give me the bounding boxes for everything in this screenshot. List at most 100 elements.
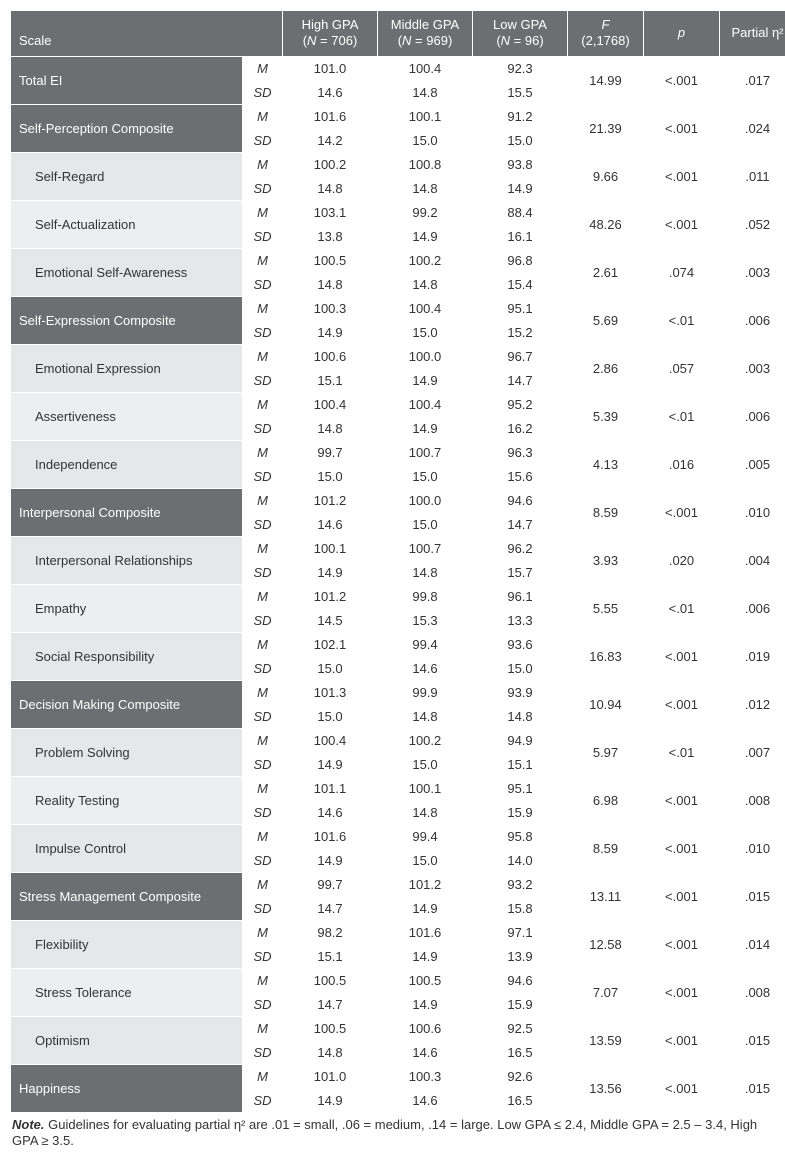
val-eta: .003	[720, 248, 785, 296]
table-row: Self-Expression CompositeM100.3100.495.1…	[11, 296, 785, 320]
val-high-m: 101.0	[283, 56, 378, 80]
val-low-m: 96.1	[473, 584, 568, 608]
table-row: Stress Management CompositeM99.7101.293.…	[11, 872, 785, 896]
val-high-sd: 14.2	[283, 128, 378, 152]
table-row: EmpathyM101.299.896.15.55<.01.006	[11, 584, 785, 608]
val-low-m: 93.6	[473, 632, 568, 656]
val-p: <.001	[644, 200, 720, 248]
stat-m: M	[243, 440, 283, 464]
header-f-bot: (2,1768)	[581, 33, 629, 48]
val-low-sd: 15.0	[473, 656, 568, 680]
scale-label: Emotional Expression	[11, 344, 243, 392]
table-row: Emotional ExpressionM100.6100.096.72.86.…	[11, 344, 785, 368]
val-eta: .003	[720, 344, 785, 392]
val-f: 13.59	[568, 1016, 644, 1064]
val-eta: .004	[720, 536, 785, 584]
stat-sd: SD	[243, 896, 283, 920]
val-low-m: 93.9	[473, 680, 568, 704]
table-row: Self-Perception CompositeM101.6100.191.2…	[11, 104, 785, 128]
val-eta: .015	[720, 1064, 785, 1112]
val-low-sd: 13.3	[473, 608, 568, 632]
val-high-sd: 14.9	[283, 320, 378, 344]
stat-m: M	[243, 680, 283, 704]
val-p: <.001	[644, 1064, 720, 1112]
header-high: High GPA (N = 706)	[283, 11, 378, 57]
stat-sd: SD	[243, 128, 283, 152]
val-eta: .006	[720, 584, 785, 632]
stat-m: M	[243, 56, 283, 80]
val-low-sd: 15.0	[473, 128, 568, 152]
val-eta: .024	[720, 104, 785, 152]
val-low-sd: 14.7	[473, 512, 568, 536]
val-low-m: 97.1	[473, 920, 568, 944]
val-f: 2.86	[568, 344, 644, 392]
scale-label: Impulse Control	[11, 824, 243, 872]
val-mid-sd: 15.0	[378, 128, 473, 152]
header-middle-n: N	[402, 33, 411, 48]
val-mid-m: 100.7	[378, 536, 473, 560]
val-mid-m: 100.0	[378, 488, 473, 512]
table-row: AssertivenessM100.4100.495.25.39<.01.006	[11, 392, 785, 416]
table-row: HappinessM101.0100.392.613.56<.001.015	[11, 1064, 785, 1088]
scale-label: Interpersonal Relationships	[11, 536, 243, 584]
val-p: <.001	[644, 152, 720, 200]
stat-m: M	[243, 968, 283, 992]
scale-label: Self-Perception Composite	[11, 104, 243, 152]
val-mid-sd: 14.6	[378, 1040, 473, 1064]
stat-sd: SD	[243, 1040, 283, 1064]
val-mid-sd: 15.0	[378, 512, 473, 536]
val-p: <.001	[644, 488, 720, 536]
stat-m: M	[243, 584, 283, 608]
val-mid-m: 99.4	[378, 824, 473, 848]
val-low-m: 95.1	[473, 776, 568, 800]
val-f: 13.11	[568, 872, 644, 920]
val-low-sd: 14.7	[473, 368, 568, 392]
val-high-m: 102.1	[283, 632, 378, 656]
val-high-m: 99.7	[283, 872, 378, 896]
val-eta: .006	[720, 392, 785, 440]
val-f: 12.58	[568, 920, 644, 968]
val-mid-m: 100.2	[378, 728, 473, 752]
note-lead: Note.	[12, 1117, 45, 1132]
stats-table: Scale High GPA (N = 706) Middle GPA (N =…	[10, 10, 785, 1113]
stat-m: M	[243, 872, 283, 896]
table-note: Note. Guidelines for evaluating partial …	[10, 1117, 775, 1151]
val-high-sd: 15.0	[283, 656, 378, 680]
val-mid-sd: 14.6	[378, 656, 473, 680]
val-low-sd: 15.5	[473, 80, 568, 104]
stat-sd: SD	[243, 368, 283, 392]
val-mid-sd: 14.6	[378, 1088, 473, 1112]
val-f: 5.39	[568, 392, 644, 440]
val-f: 16.83	[568, 632, 644, 680]
val-high-m: 103.1	[283, 200, 378, 224]
stat-sd: SD	[243, 608, 283, 632]
val-mid-m: 100.4	[378, 56, 473, 80]
val-mid-sd: 14.8	[378, 800, 473, 824]
stat-m: M	[243, 920, 283, 944]
stat-m: M	[243, 776, 283, 800]
val-mid-m: 100.8	[378, 152, 473, 176]
val-mid-m: 100.1	[378, 104, 473, 128]
val-low-sd: 15.1	[473, 752, 568, 776]
val-mid-m: 99.2	[378, 200, 473, 224]
val-low-sd: 15.7	[473, 560, 568, 584]
header-row: Scale High GPA (N = 706) Middle GPA (N =…	[11, 11, 785, 57]
val-mid-sd: 14.9	[378, 992, 473, 1016]
val-p: .074	[644, 248, 720, 296]
table-row: Stress ToleranceM100.5100.594.67.07<.001…	[11, 968, 785, 992]
val-low-sd: 15.8	[473, 896, 568, 920]
val-mid-m: 100.4	[378, 296, 473, 320]
table-row: FlexibilityM98.2101.697.112.58<.001.014	[11, 920, 785, 944]
val-high-m: 100.4	[283, 392, 378, 416]
val-mid-m: 100.1	[378, 776, 473, 800]
val-low-m: 96.7	[473, 344, 568, 368]
table-row: Reality TestingM101.1100.195.16.98<.001.…	[11, 776, 785, 800]
scale-label: Independence	[11, 440, 243, 488]
val-p: <.01	[644, 728, 720, 776]
stat-sd: SD	[243, 80, 283, 104]
val-mid-sd: 14.9	[378, 368, 473, 392]
val-mid-sd: 14.8	[378, 704, 473, 728]
header-low-top: Low GPA	[493, 17, 547, 32]
scale-label: Reality Testing	[11, 776, 243, 824]
header-low: Low GPA (N = 96)	[473, 11, 568, 57]
